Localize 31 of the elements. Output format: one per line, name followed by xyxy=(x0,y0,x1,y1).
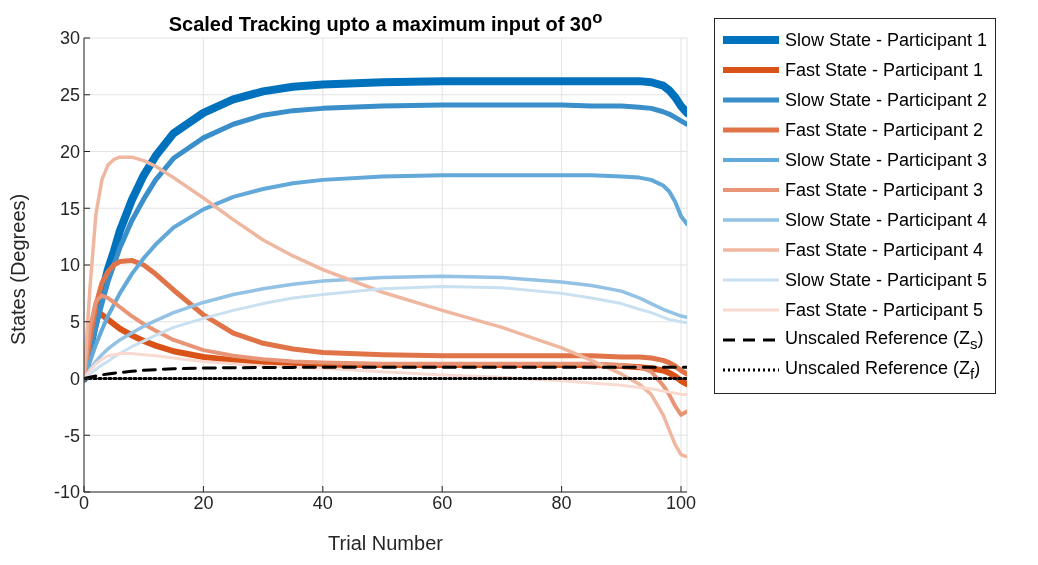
x-tick-label: 100 xyxy=(666,492,697,513)
x-tick-label: 40 xyxy=(312,492,333,513)
legend-label: Slow State - Participant 4 xyxy=(785,209,988,231)
x-tick-label: 20 xyxy=(193,492,214,513)
legend-label: Fast State - Participant 3 xyxy=(785,179,984,201)
y-tick-label: 20 xyxy=(59,141,80,162)
legend-label: Slow State - Participant 1 xyxy=(785,29,988,51)
y-tick-label: -5 xyxy=(63,425,80,446)
legend-label: Fast State - Participant 5 xyxy=(785,299,984,321)
y-tick-label: 25 xyxy=(59,85,80,106)
legend-label: Unscaled Reference (Z$_{s}$) xyxy=(785,328,984,352)
x-tick-label: 60 xyxy=(432,492,453,513)
legend-label: Unscaled Reference (Z$_{f}$) xyxy=(785,358,981,382)
legend-label: Fast State - Participant 2 xyxy=(785,119,984,141)
y-tick-label: 10 xyxy=(59,255,80,276)
line-series xyxy=(84,293,687,417)
y-axis-title: States (Degrees) xyxy=(7,193,30,345)
y-tick-label: 5 xyxy=(69,312,80,333)
legend-label: Slow State - Participant 2 xyxy=(785,89,988,111)
legend-label: Slow State - Participant 5 xyxy=(785,269,988,291)
legend-label: Fast State - Participant 1 xyxy=(785,59,984,81)
y-tick-label: 30 xyxy=(59,28,80,49)
x-tick-label: 80 xyxy=(551,492,572,513)
chart-title: Scaled Tracking upto a maximum input of 30$^{o}$ xyxy=(168,8,603,35)
legend-label: Slow State - Participant 3 xyxy=(785,149,988,171)
legend-label: Fast State - Participant 4 xyxy=(785,239,984,261)
line-series xyxy=(84,155,687,459)
y-tick-label: 0 xyxy=(69,368,80,389)
y-tick-label: 15 xyxy=(59,198,80,219)
x-axis-title: Trial Number xyxy=(328,532,444,554)
y-tick-label: -10 xyxy=(53,482,80,503)
